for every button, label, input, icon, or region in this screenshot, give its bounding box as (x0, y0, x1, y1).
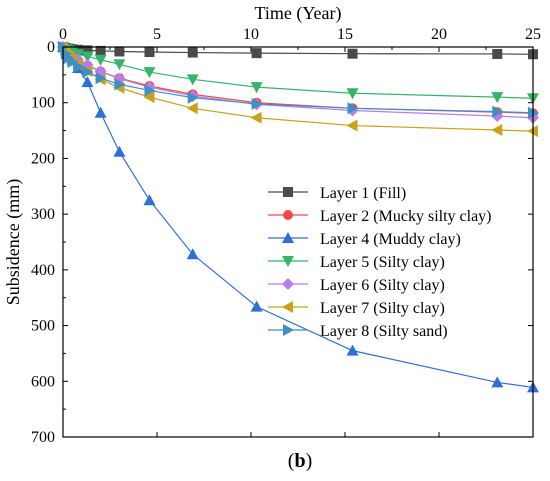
data-point (346, 344, 359, 356)
figure-caption: (b) (288, 450, 312, 472)
legend-label: Layer 7 (Silty clay) (320, 300, 445, 317)
data-point (73, 60, 85, 73)
axes: Time (Year) Subsidence (mm) 0 5 10 15 20 25 0 1… (3, 3, 541, 446)
data-point (251, 97, 263, 110)
data-point (81, 51, 94, 63)
series-line (62, 46, 534, 114)
data-point (143, 67, 156, 79)
data-point (113, 59, 126, 71)
caption-open: ( (288, 450, 295, 472)
data-point (187, 91, 199, 104)
data-point (144, 47, 155, 58)
y-tick-label: 0 (47, 39, 55, 56)
data-point (251, 48, 262, 59)
data-point (492, 105, 504, 118)
x-tick-label: 0 (59, 26, 67, 43)
data-point (491, 376, 504, 388)
data-point (94, 54, 107, 66)
data-point (346, 88, 359, 100)
data-point (250, 300, 263, 312)
legend-item: Layer 7 (Silty clay) (268, 300, 445, 317)
legend-label: Layer 6 (Silty clay) (320, 277, 445, 294)
legend-label: Layer 2 (Mucky silty clay) (320, 208, 492, 225)
legend-marker (283, 210, 293, 220)
data-point (114, 78, 126, 91)
data-point (143, 91, 155, 104)
legend-item: Layer 6 (Silty clay) (268, 277, 445, 294)
data-point (250, 82, 263, 94)
legend-marker (282, 278, 294, 290)
x-axis-title: Time (Year) (254, 3, 341, 24)
data-point (82, 45, 93, 56)
data-point (95, 45, 106, 56)
x-tick-label: 5 (153, 26, 161, 43)
caption-close: ) (306, 450, 313, 472)
data-point (114, 46, 125, 57)
y-tick-label: 700 (31, 429, 55, 446)
legend-label: Layer 4 (Muddy clay) (320, 231, 461, 248)
legend-item: Layer 1 (Fill) (268, 185, 406, 202)
caption-letter: b (294, 450, 305, 472)
series-6 (57, 41, 538, 138)
data-point (186, 74, 199, 86)
data-point (143, 194, 156, 206)
y-tick-label: 200 (31, 150, 55, 167)
data-point (491, 92, 504, 104)
y-tick-label: 400 (31, 262, 55, 279)
x-tick-label: 15 (337, 26, 353, 43)
x-tick-label: 25 (525, 26, 541, 43)
legend-label: Layer 5 (Silty clay) (320, 254, 445, 271)
legend-label: Layer 1 (Fill) (320, 185, 406, 202)
legend-label: Layer 8 (Silty sand) (320, 323, 448, 340)
data-point (144, 84, 156, 97)
legend-marker (282, 301, 293, 313)
y-tick-label: 300 (31, 206, 55, 223)
legend-marker (283, 187, 293, 197)
data-point (113, 145, 126, 157)
legend-item: Layer 5 (Silty clay) (268, 254, 445, 271)
data-point (346, 119, 358, 132)
legend-marker (282, 232, 294, 243)
series-line (62, 46, 534, 119)
data-point (67, 56, 79, 69)
data-point (186, 102, 198, 115)
data-point (95, 72, 107, 85)
y-tick-label: 600 (31, 373, 55, 390)
data-point (492, 48, 503, 59)
data-point (491, 124, 503, 137)
y-axis-title: Subsidence (mm) (3, 179, 24, 305)
y-tick-label: 500 (31, 318, 55, 335)
data-point (81, 76, 94, 88)
data-point (187, 47, 198, 58)
series-1 (58, 42, 538, 60)
legend-item: Layer 4 (Muddy clay) (268, 231, 461, 248)
legend-item: Layer 8 (Silty sand) (268, 323, 448, 340)
data-point (250, 111, 262, 124)
legend-marker (283, 324, 294, 336)
legend-marker (282, 256, 294, 267)
x-tick-label: 10 (243, 26, 259, 43)
data-point (94, 106, 107, 118)
data-point (82, 66, 94, 79)
plot-area (57, 41, 539, 393)
x-tick-label: 20 (431, 26, 447, 43)
legend: Layer 1 (Fill) Layer 2 (Mucky silty clay)… (268, 185, 492, 340)
series-line (62, 46, 534, 132)
data-point (347, 48, 358, 59)
y-tick-label: 100 (31, 95, 55, 112)
series-line (62, 46, 534, 99)
data-point (347, 102, 359, 115)
series-line (62, 46, 534, 114)
data-point (186, 248, 199, 260)
legend-item: Layer 2 (Mucky silty clay) (268, 208, 492, 225)
